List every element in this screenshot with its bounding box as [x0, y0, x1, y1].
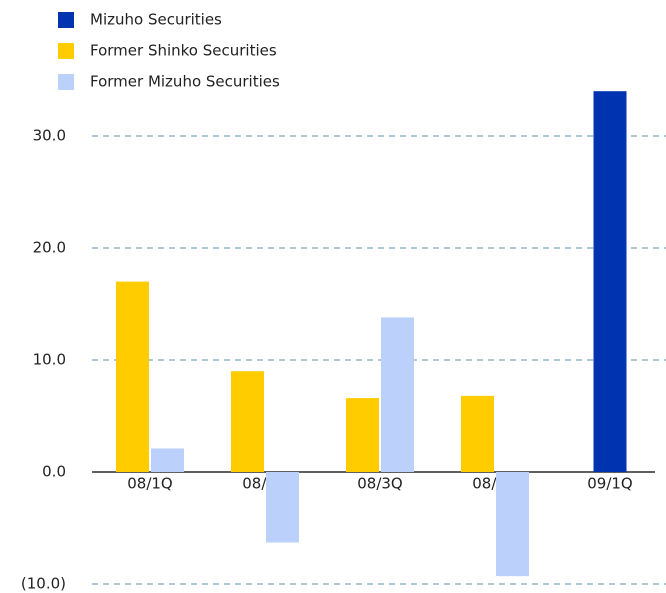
x-tick-label: 09/1Q — [587, 475, 633, 493]
bar — [496, 472, 529, 577]
y-tick-label: 20.0 — [33, 239, 66, 257]
bar — [266, 472, 299, 543]
bar — [593, 91, 627, 472]
y-tick-label: 10.0 — [33, 351, 66, 369]
legend-swatch — [58, 12, 74, 28]
bar — [151, 448, 184, 472]
y-tick-label: 0.0 — [42, 463, 66, 481]
legend-label: Mizuho Securities — [90, 11, 222, 29]
x-tick-label: 08/3Q — [357, 475, 403, 493]
bar — [461, 395, 494, 472]
bar — [346, 398, 379, 472]
y-tick-label: (10.0) — [21, 575, 66, 593]
legend-label: Former Shinko Securities — [90, 42, 277, 60]
bar — [381, 317, 414, 472]
bar — [231, 371, 264, 472]
y-tick-label: 30.0 — [33, 127, 66, 145]
x-tick-label: 08/1Q — [127, 475, 173, 493]
legend-swatch — [58, 43, 74, 59]
legend-label: Former Mizuho Securities — [90, 73, 280, 91]
bar — [116, 281, 149, 472]
legend-swatch — [58, 74, 74, 90]
